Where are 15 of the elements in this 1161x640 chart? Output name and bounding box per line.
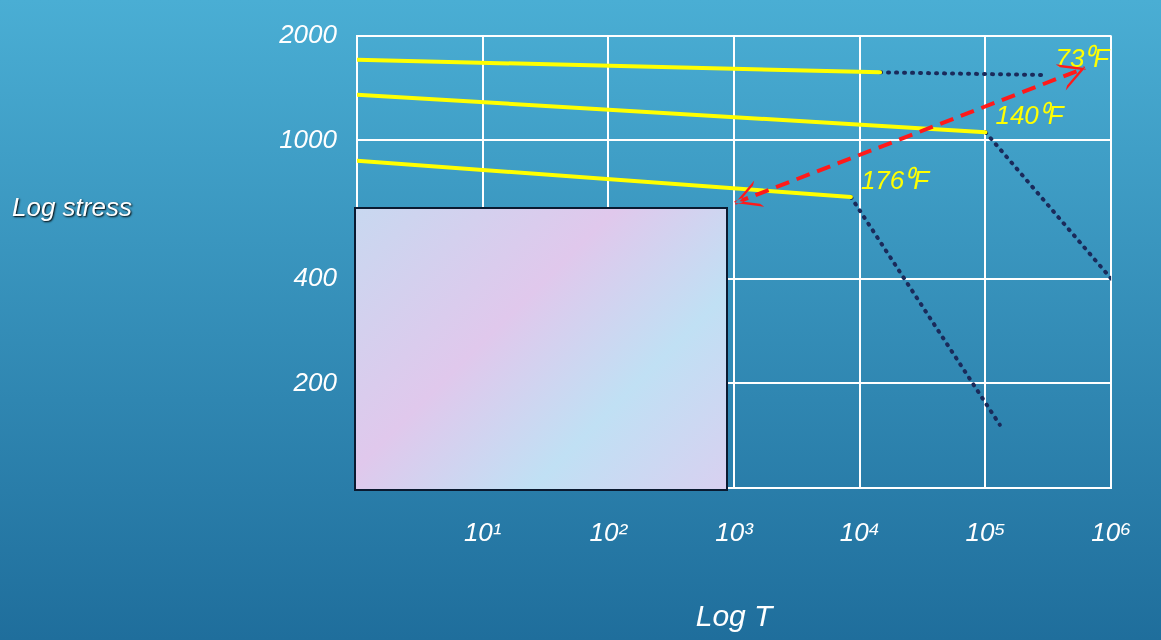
x-tick-label: 10⁵ [965,516,1006,547]
x-axis-title: Log T [695,599,776,633]
x-tick-label: 10¹ [463,516,502,547]
series-label: 73⁰F [1055,43,1112,74]
y-tick-label: 2000 [278,18,338,49]
y-tick-label: 1000 [279,123,338,154]
y-tick-label: 400 [293,261,338,292]
x-tick-label: 10⁴ [839,516,880,547]
x-tick-label: 10³ [715,516,755,547]
series-label: 140⁰F [995,100,1066,131]
y-tick-label: 200 [292,366,338,397]
text: Log stress [12,192,132,223]
x-tick-label: 10² [589,516,629,547]
series-label: 176⁰F [860,165,932,196]
x-tick-label: 10⁶ [1091,516,1132,547]
